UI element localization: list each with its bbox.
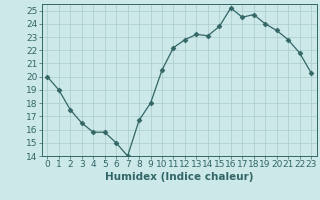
X-axis label: Humidex (Indice chaleur): Humidex (Indice chaleur) <box>105 172 253 182</box>
